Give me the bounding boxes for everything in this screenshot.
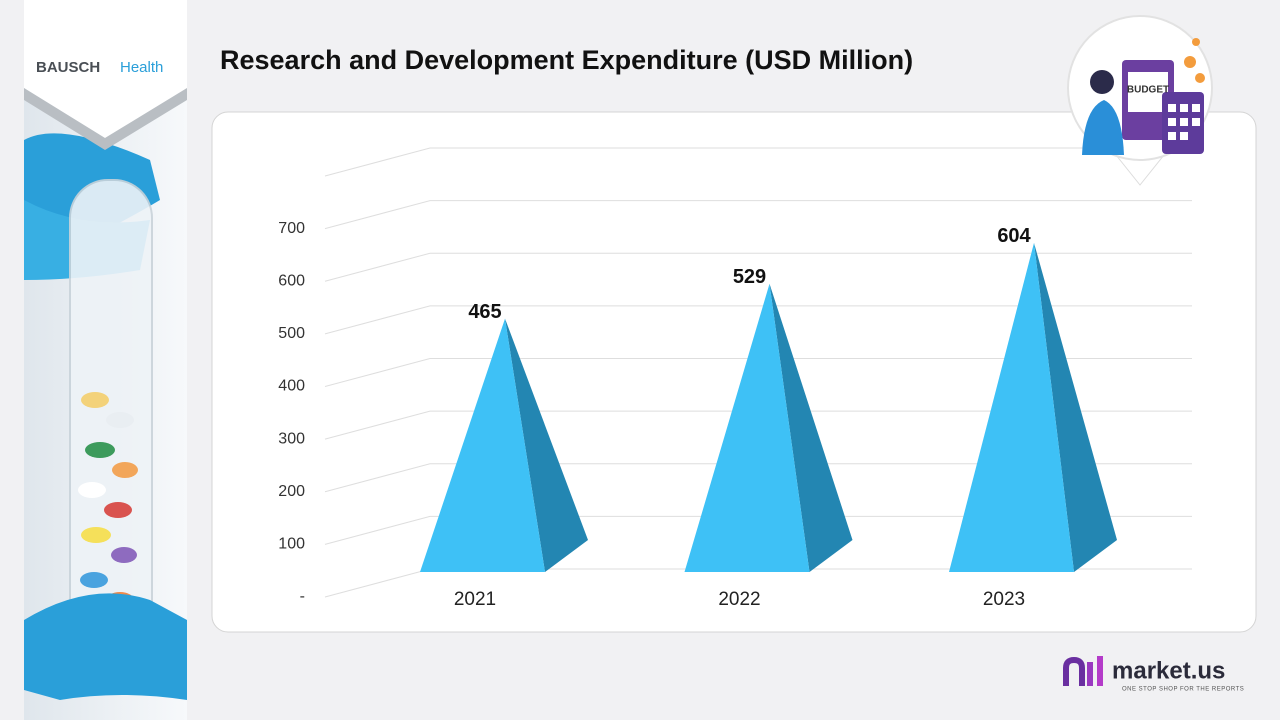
data-label: 529 xyxy=(733,266,766,288)
x-tick-label: 2023 xyxy=(983,589,1025,610)
pyramid-side xyxy=(1034,242,1117,572)
budget-illustration: BUDGET xyxy=(1067,15,1213,186)
y-tick-label: 600 xyxy=(278,272,305,289)
grid-line xyxy=(324,463,1192,493)
y-tick-label: 200 xyxy=(278,483,305,500)
x-tick-label: 2022 xyxy=(718,589,760,610)
publisher-name: market.us xyxy=(1112,657,1225,684)
chart-title: Research and Development Expenditure (US… xyxy=(220,45,913,75)
grid-line xyxy=(324,147,1192,177)
company-logo-suffix: Health xyxy=(120,59,163,76)
grid-line xyxy=(324,410,1192,440)
grid-line xyxy=(324,200,1192,230)
grid-line xyxy=(324,305,1192,335)
grid-line xyxy=(324,515,1192,545)
grid-line xyxy=(324,358,1192,387)
pyramid-front xyxy=(420,318,545,572)
x-tick-label: 2021 xyxy=(454,589,496,610)
y-tick-label: 300 xyxy=(278,430,305,447)
data-label: 465 xyxy=(468,301,501,323)
pyramid-side xyxy=(769,283,853,572)
pyramid xyxy=(420,318,588,572)
publisher-logo: market.us ONE STOP SHOP FOR THE REPORTS xyxy=(1063,656,1244,693)
side-photo: BAUSCH Health xyxy=(24,0,187,720)
data-label: 604 xyxy=(997,225,1031,247)
y-tick-label: 400 xyxy=(278,378,305,395)
illustration-label: BUDGET xyxy=(1127,85,1169,96)
pyramid-front xyxy=(949,242,1074,572)
pyramid xyxy=(684,283,853,572)
grid-line xyxy=(324,252,1192,282)
y-tick-label: 100 xyxy=(278,536,305,553)
plot: - 100 200 300 400 500 600 700 2021 465 2022 529 2023… xyxy=(278,147,1192,610)
pyramid-side xyxy=(505,318,588,572)
pyramid-front xyxy=(684,283,810,572)
y-tick-label: 700 xyxy=(278,220,305,237)
y-tick-label: 500 xyxy=(278,325,305,342)
publisher-tagline: ONE STOP SHOP FOR THE REPORTS xyxy=(1122,687,1244,693)
y-tick-label: - xyxy=(300,588,305,605)
pyramid xyxy=(949,242,1117,572)
company-logo-prefix: BAUSCH xyxy=(36,59,100,76)
